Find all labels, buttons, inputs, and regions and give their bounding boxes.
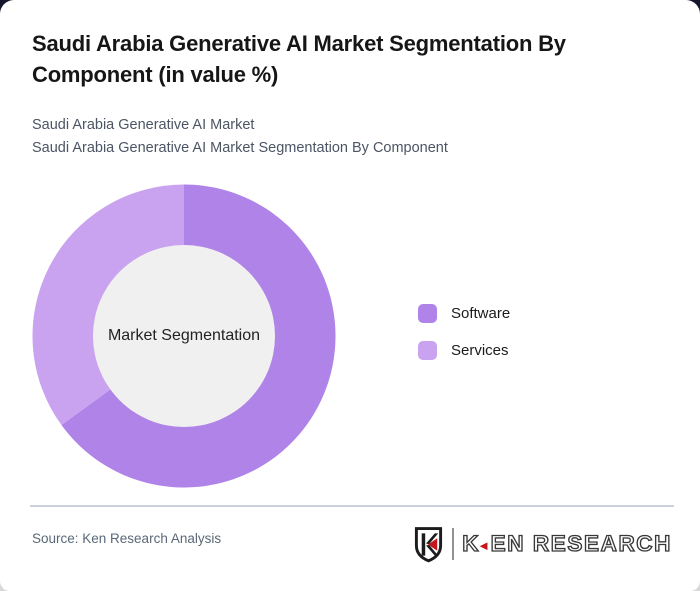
brand-wordmark: K ◄ EN RESEARCH [462, 530, 672, 557]
source-note: Source: Ken Research Analysis [32, 531, 222, 546]
chart-subtitle: Saudi Arabia Generative AI Market Saudi … [32, 114, 448, 159]
logo-divider [451, 528, 455, 560]
brand-rest: EN RESEARCH [490, 530, 672, 556]
ken-research-logo: K ◄ EN RESEARCH [413, 523, 672, 565]
ken-research-shield-icon [414, 526, 442, 562]
software-swatch-icon [418, 304, 437, 323]
services-swatch-icon [418, 341, 437, 360]
subtitle-line-2: Saudi Arabia Generative AI Market Segmen… [32, 139, 448, 156]
legend-label-services: Services [451, 342, 509, 359]
donut-center: Market Segmentation [93, 245, 275, 427]
page-title: Saudi Arabia Generative AI Market Segmen… [32, 31, 566, 87]
donut-chart[interactable]: Market Segmentation [32, 184, 336, 488]
legend-label-software: Software [451, 305, 511, 322]
donut-center-label: Market Segmentation [107, 327, 261, 344]
footer-divider [30, 505, 674, 507]
brand-triangle-icon: ◄ [477, 537, 492, 553]
brand-letter-k: K [462, 530, 481, 556]
chart-legend: Software Services [418, 304, 510, 360]
legend-item-services[interactable]: Services [418, 341, 510, 360]
legend-item-software[interactable]: Software [418, 304, 510, 323]
subtitle-line-1: Saudi Arabia Generative AI Market [32, 117, 255, 133]
